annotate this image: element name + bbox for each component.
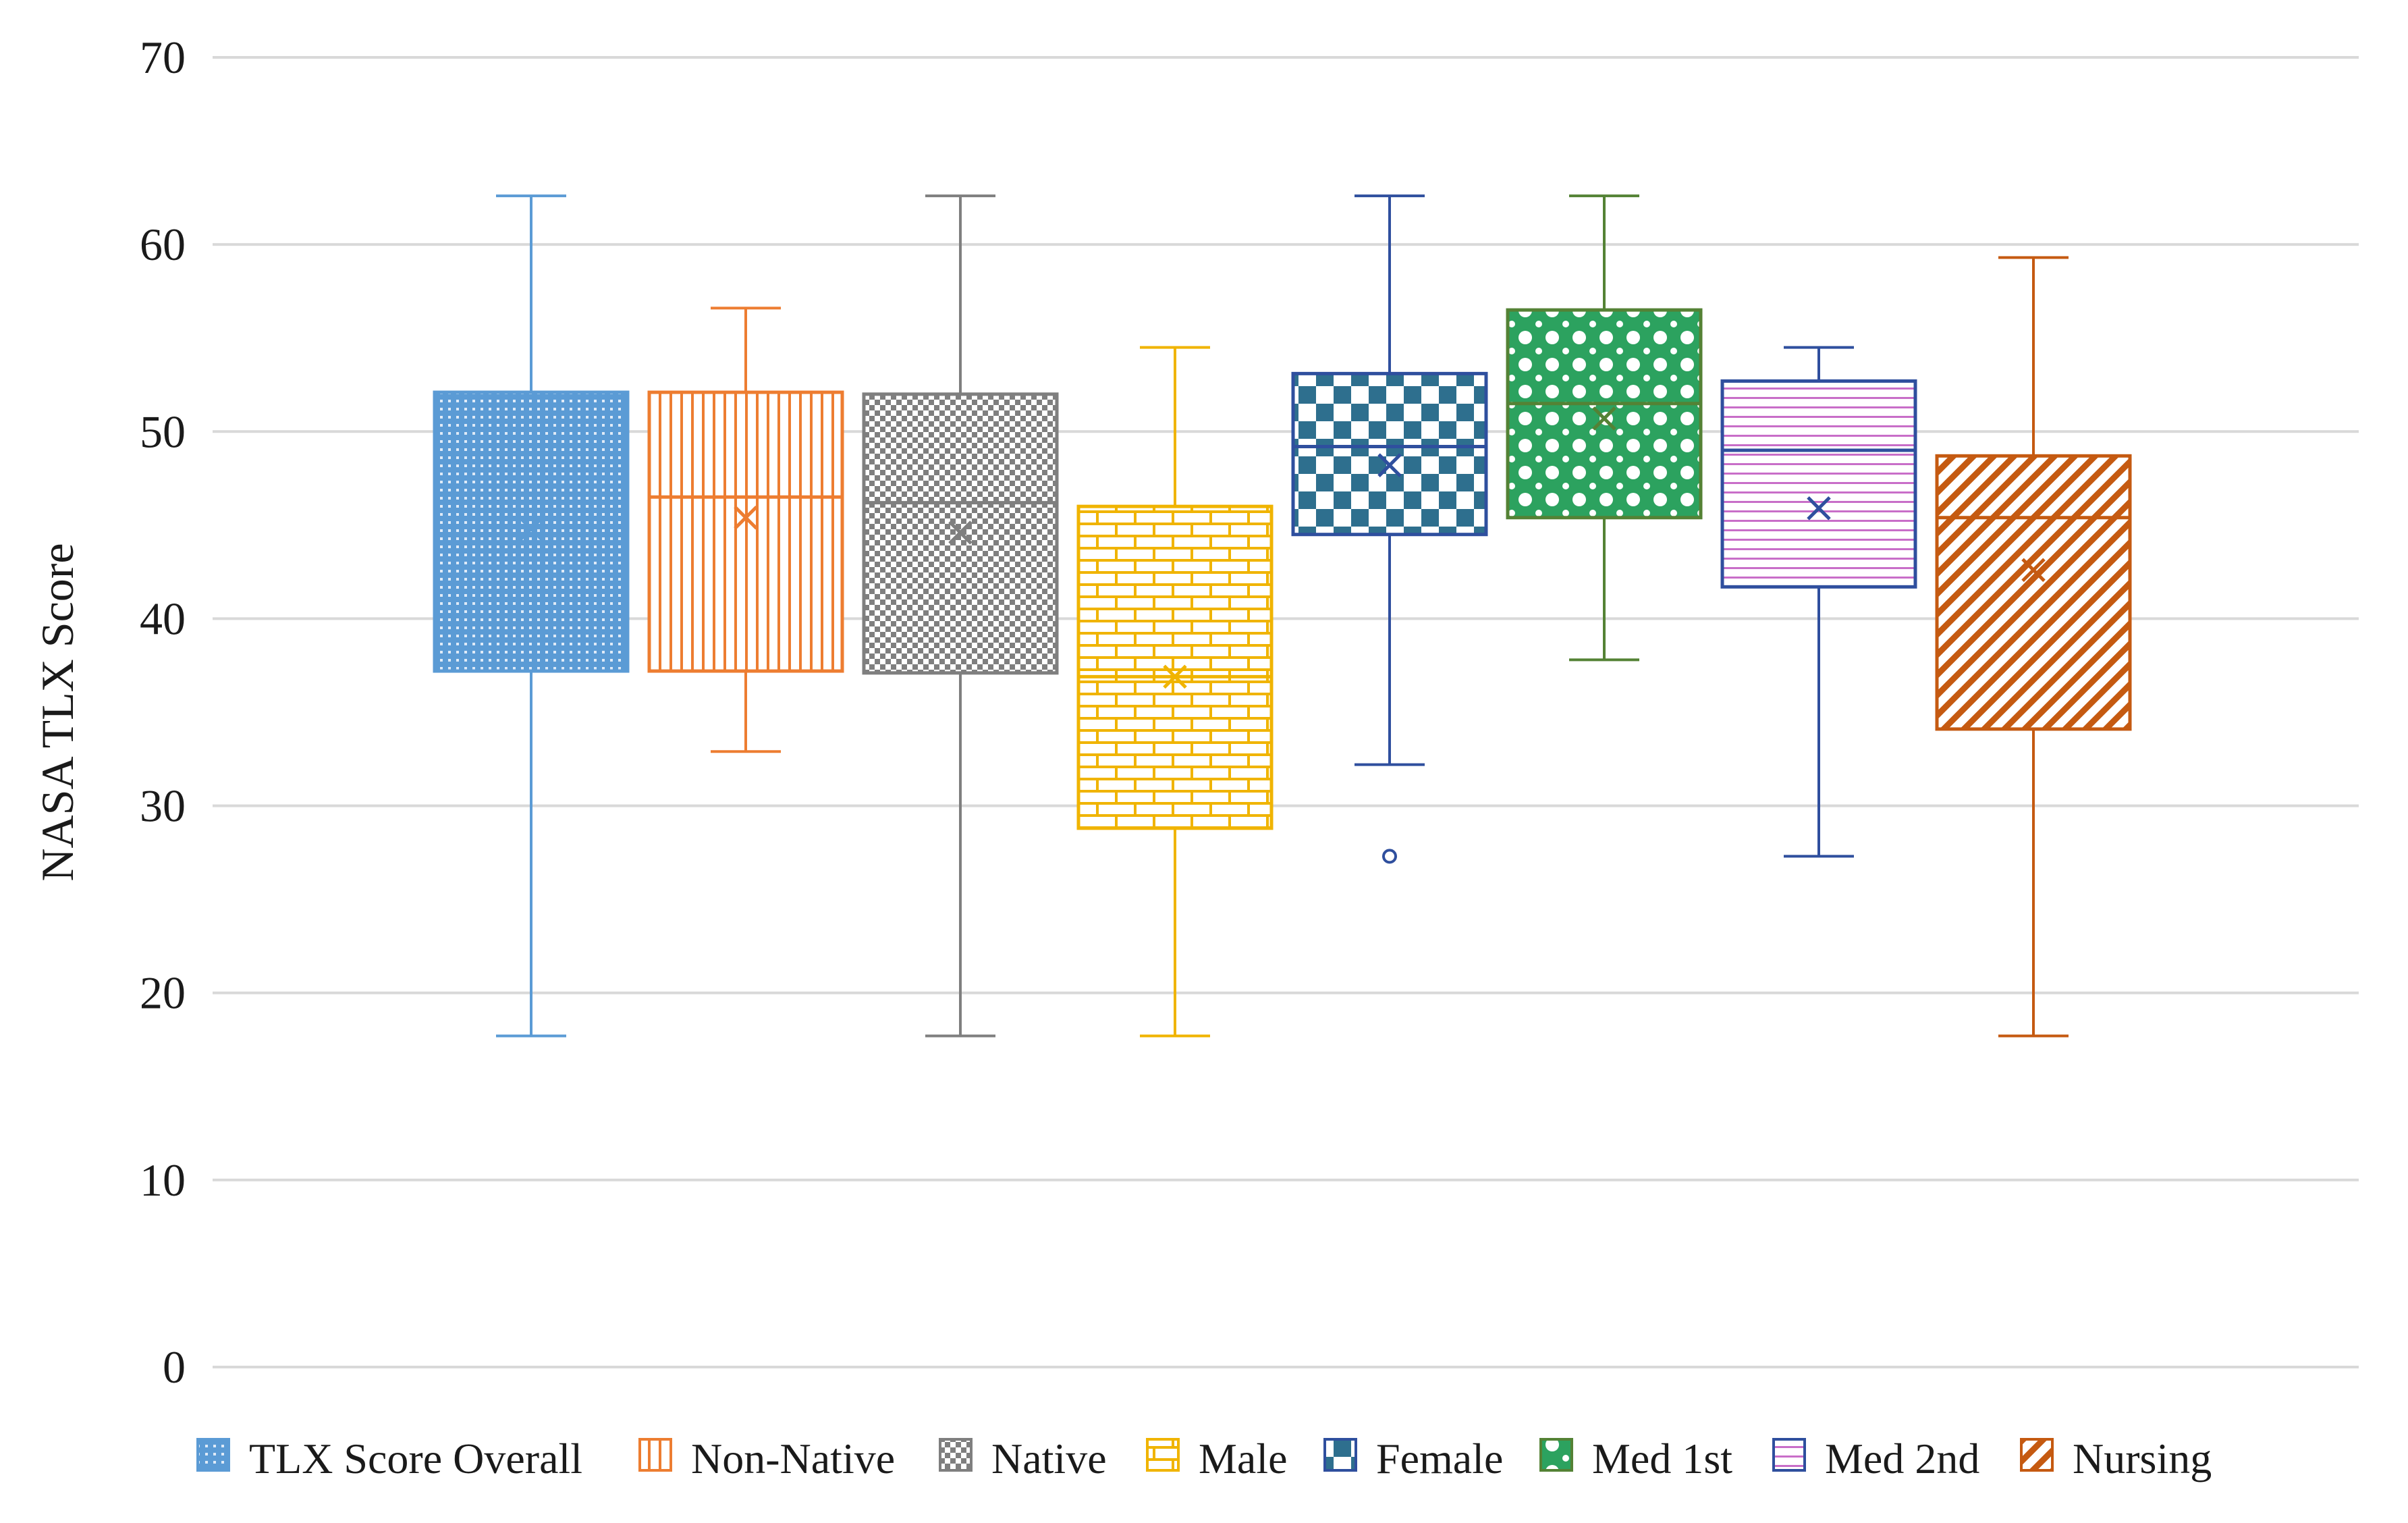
y-axis-ticks: 0 10 20 30 40 50 60 70 (140, 32, 186, 1393)
legend-swatch (196, 1438, 230, 1472)
legend-swatch (1772, 1438, 1806, 1472)
legend-item: Med 1st (1539, 1435, 1732, 1482)
mean-marker (1377, 453, 1402, 477)
box-male (1076, 346, 1274, 1038)
legend: TLX Score Overall Non-Native Native Male Fem… (196, 1435, 2212, 1482)
legend-swatch (638, 1438, 672, 1472)
box-iqr (1720, 379, 1917, 589)
box-tlx-score-overall (433, 194, 630, 1038)
box-nursing (1935, 256, 2132, 1038)
legend-swatch (1323, 1438, 1357, 1472)
box-med-1st (1506, 194, 1703, 662)
mean-marker (519, 516, 543, 541)
y-tick-label: 70 (140, 32, 186, 83)
mean-marker (1807, 496, 1831, 520)
y-axis-title: NASA TLX Score (32, 543, 83, 881)
y-tick-label: 20 (140, 967, 186, 1019)
y-tick-label: 40 (140, 593, 186, 644)
legend-swatch (1146, 1438, 1180, 1472)
y-tick-label: 10 (140, 1154, 186, 1206)
mean-marker (1592, 406, 1616, 431)
legend-swatch (939, 1438, 973, 1472)
box-iqr (1506, 308, 1703, 520)
box-iqr (647, 390, 844, 673)
legend-item: TLX Score Overall (196, 1435, 582, 1482)
legend-label: Non-Native (691, 1435, 895, 1482)
box-iqr (433, 390, 630, 673)
y-tick-label: 0 (163, 1341, 186, 1393)
box-med-2nd (1720, 346, 1917, 858)
legend-label: Nursing (2073, 1435, 2212, 1482)
legend-item: Nursing (2020, 1435, 2212, 1482)
legend-swatch (1539, 1438, 1573, 1472)
legend-label: Male (1199, 1435, 1288, 1482)
legend-label: Med 1st (1592, 1435, 1732, 1482)
box-female (1291, 194, 1488, 864)
mean-marker (734, 506, 758, 530)
legend-item: Female (1323, 1435, 1503, 1482)
legend-label: Med 2nd (1825, 1435, 1979, 1482)
boxes (433, 194, 2132, 1038)
legend-label: TLX Score Overall (249, 1435, 582, 1482)
legend-item: Med 2nd (1772, 1435, 1979, 1482)
legend-swatch (2020, 1438, 2054, 1472)
y-tick-label: 50 (140, 406, 186, 457)
mean-marker (2021, 558, 2046, 583)
legend-label: Native (991, 1435, 1107, 1482)
box-non-native (647, 306, 844, 753)
box-iqr (1076, 504, 1274, 830)
y-tick-label: 60 (140, 219, 186, 270)
legend-item: Male (1146, 1435, 1288, 1482)
box-native (862, 194, 1059, 1038)
legend-item: Native (939, 1435, 1107, 1482)
mean-marker (1163, 664, 1187, 689)
mean-marker (948, 520, 973, 545)
legend-label: Female (1376, 1435, 1503, 1482)
legend-item: Non-Native (638, 1435, 895, 1482)
y-tick-label: 30 (140, 780, 186, 832)
outlier-point (1382, 849, 1397, 864)
box-iqr (1291, 371, 1488, 537)
box-iqr (1935, 454, 2132, 731)
